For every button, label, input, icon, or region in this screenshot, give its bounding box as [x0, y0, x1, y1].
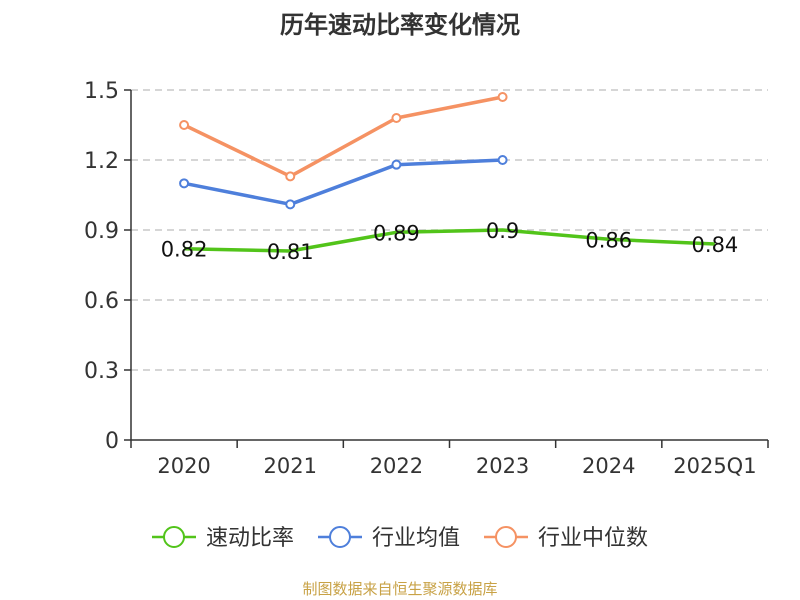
data-point: [391, 159, 402, 170]
data-labels: 0.82 0.81 0.89 0.9 0.86 0.84: [161, 219, 739, 264]
data-label: 0.84: [692, 233, 739, 257]
data-point: [285, 199, 296, 210]
legend-swatch-marker: [329, 526, 351, 548]
legend-item-1[interactable]: 行业均值: [318, 526, 460, 551]
data-point: [497, 155, 508, 165]
y-tick-label: 0.3: [84, 359, 119, 384]
data-label: 0.86: [585, 228, 632, 252]
x-tick-label: 2022: [370, 454, 423, 478]
legend-label: 行业中位数: [538, 526, 648, 551]
data-point: [285, 171, 296, 182]
legend-swatch-marker: [163, 526, 185, 548]
series-line-1: [183, 158, 503, 207]
series-line-2: [183, 95, 503, 179]
x-tick-label: 2021: [264, 454, 317, 478]
legend: 速动比率 行业均值 行业中位数: [152, 526, 648, 551]
data-point: [391, 113, 402, 123]
x-tick-label: 2020: [157, 454, 210, 478]
source-note: 制图数据来自恒生聚源数据库: [302, 580, 497, 598]
y-tick-label: 1.5: [84, 79, 119, 104]
y-tick-label: 0.6: [84, 289, 119, 314]
y-tick-label: 0.9: [84, 219, 119, 244]
data-label: 0.82: [161, 238, 208, 262]
data-point: [179, 120, 190, 130]
y-tick-label: 0: [105, 429, 119, 454]
series-layer: [179, 92, 715, 253]
legend-label: 行业均值: [372, 526, 460, 551]
x-tick-label: 2023: [476, 454, 529, 478]
x-tick-label: 2025Q1: [673, 454, 756, 478]
data-point: [497, 92, 508, 102]
chart-title: 历年速动比率变化情况: [280, 11, 520, 39]
legend-item-2[interactable]: 行业中位数: [484, 526, 648, 551]
data-label: 0.89: [373, 221, 420, 245]
y-tick-label: 1.2: [84, 149, 119, 174]
legend-item-0[interactable]: 速动比率: [152, 526, 294, 551]
legend-label: 速动比率: [206, 526, 294, 551]
x-tick-label: 2024: [582, 454, 635, 478]
data-point: [179, 178, 190, 189]
axes: 0 0.3 0.6 0.9 1.2 1.5 2020 2021 2022 2023 2024 2025…: [84, 79, 769, 478]
legend-swatch-marker: [495, 526, 517, 548]
series-line-0: [184, 228, 715, 253]
data-label: 0.9: [486, 219, 519, 243]
data-label: 0.81: [267, 240, 314, 264]
